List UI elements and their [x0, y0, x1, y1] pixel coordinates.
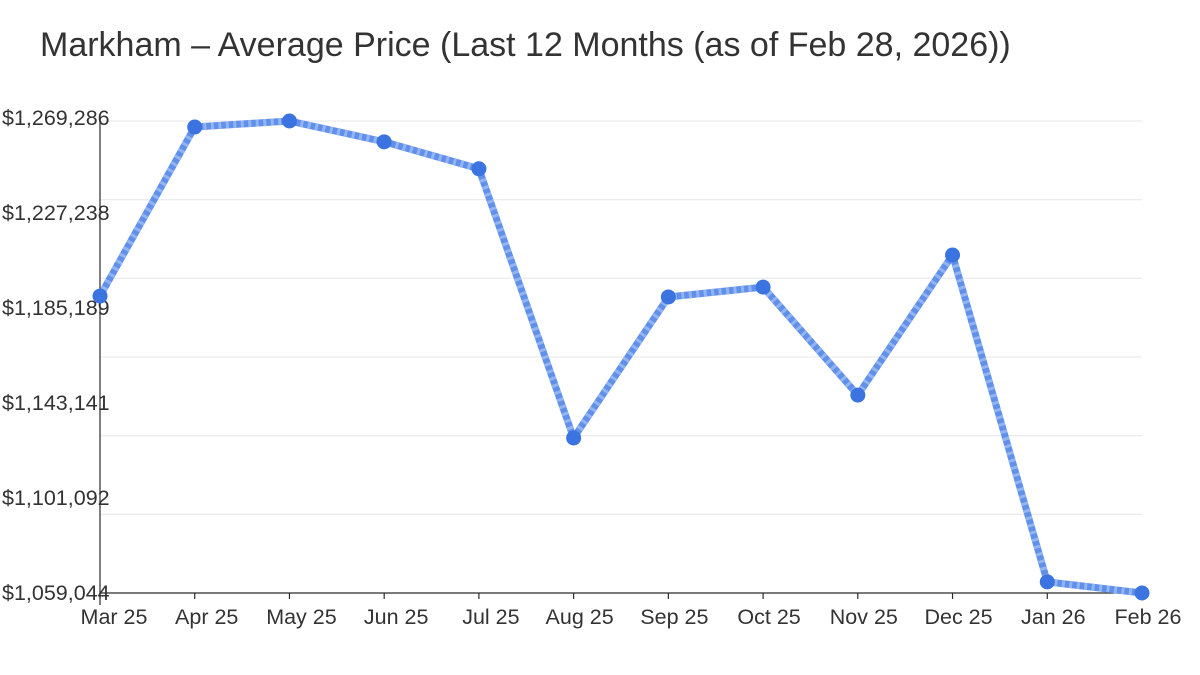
x-tick-label: Feb 26 [1115, 605, 1182, 629]
x-tick-label: Oct 25 [737, 605, 800, 629]
data-point-apr-25 [187, 119, 203, 135]
y-tick-label: $1,143,141 [2, 391, 110, 415]
x-tick-label: Jun 25 [364, 605, 429, 629]
y-tick-label: $1,059,044 [2, 581, 110, 605]
y-tick-label: $1,185,189 [2, 296, 110, 320]
data-point-jun-25 [376, 134, 392, 150]
x-tick-label: Apr 25 [175, 605, 238, 629]
x-tick-label: Jul 25 [462, 605, 519, 629]
y-tick-label: $1,269,286 [2, 106, 110, 130]
data-point-dec-25 [945, 247, 961, 263]
data-point-jul-25 [471, 161, 487, 177]
x-tick-label: Aug 25 [546, 605, 614, 629]
data-point-oct-25 [755, 279, 771, 295]
x-tick-label: Mar 25 [81, 605, 148, 629]
data-point-feb-26 [1134, 585, 1150, 601]
data-point-sep-25 [660, 289, 676, 305]
data-point-nov-25 [850, 387, 866, 403]
x-tick-label: May 25 [266, 605, 337, 629]
data-point-aug-25 [566, 430, 582, 446]
x-tick-label: Sep 25 [640, 605, 708, 629]
x-tick-label: Dec 25 [924, 605, 992, 629]
data-point-jan-26 [1039, 574, 1055, 590]
data-point-mar-25 [92, 288, 108, 304]
x-tick-label: Nov 25 [830, 605, 898, 629]
x-tick-label: Jan 26 [1021, 605, 1086, 629]
data-point-may-25 [281, 113, 297, 129]
chart-title: Markham – Average Price (Last 12 Months … [40, 26, 1011, 64]
y-tick-label: $1,101,092 [2, 486, 110, 510]
series-line-stripe-overlay [96, 117, 1143, 597]
y-tick-label: $1,227,238 [2, 201, 110, 225]
